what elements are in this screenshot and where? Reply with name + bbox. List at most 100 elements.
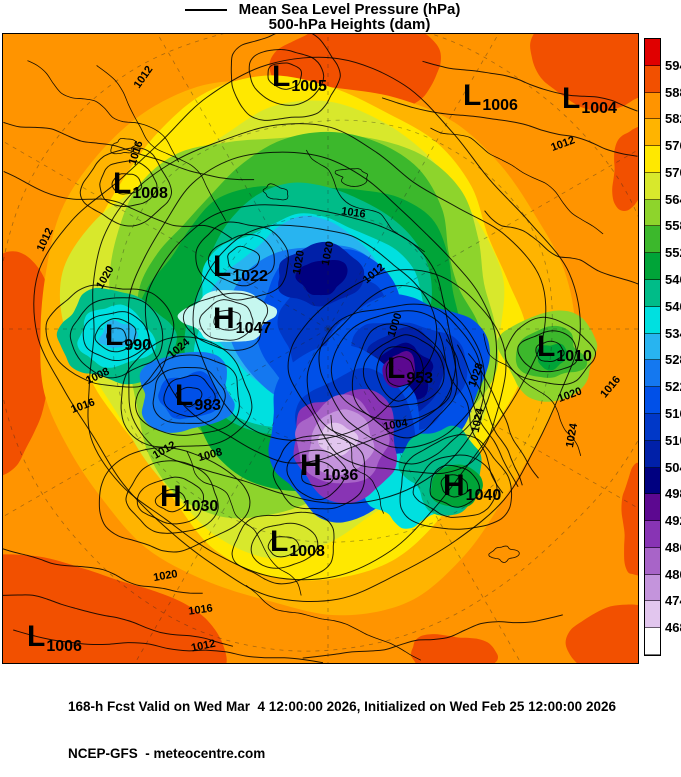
isobar-contour bbox=[445, 339, 519, 488]
isobar-contour bbox=[213, 309, 241, 331]
chart-title: Mean Sea Level Pressure (hPa) 500-hPa He… bbox=[0, 2, 645, 32]
coastline bbox=[245, 584, 422, 661]
isobar-contour bbox=[33, 56, 581, 602]
colorbar-swatch bbox=[645, 601, 660, 629]
isobar-contour bbox=[106, 327, 127, 345]
pressure-center-l-990: L 990 bbox=[105, 321, 151, 354]
isobar-contour bbox=[82, 311, 150, 362]
isobar-value-label: 1024 bbox=[470, 406, 487, 433]
pressure-value: 990 bbox=[124, 337, 152, 354]
colorbar-swatches bbox=[644, 38, 661, 656]
colorbar-tick-label: 546 bbox=[665, 272, 681, 288]
isobar-contour bbox=[504, 316, 597, 386]
colorbar-swatch bbox=[645, 467, 660, 495]
isobar-contour bbox=[94, 317, 137, 353]
isobar-contour bbox=[267, 536, 300, 558]
colorbar-swatch bbox=[645, 65, 660, 93]
colorbar-tick-label: 504 bbox=[665, 459, 681, 475]
isobar-value-label: 1012 bbox=[549, 134, 576, 154]
isobar-contour bbox=[429, 464, 480, 508]
title-line-1: Mean Sea Level Pressure (hPa) bbox=[0, 2, 645, 17]
colorbar-tick-label: 492 bbox=[665, 513, 681, 529]
height-colorbar: 594 588 582 576 570 564 558 552 546 540 534 528 522 5… bbox=[644, 38, 681, 656]
isobar-value-label: 1020 bbox=[291, 249, 307, 275]
isobar-contour bbox=[87, 123, 547, 581]
isobar-contour bbox=[517, 330, 579, 373]
colorbar-swatch bbox=[645, 494, 660, 522]
pressure-center-l-983: L 983 bbox=[175, 381, 221, 414]
isobar-contour bbox=[399, 434, 513, 530]
title-line-2: 500-hPa Heights (dam) bbox=[0, 17, 645, 32]
isobar-contour bbox=[3, 170, 233, 239]
colorbar-tick-label: 534 bbox=[665, 325, 681, 341]
isobar-contour bbox=[302, 614, 563, 659]
isobar-value-label: 1016 bbox=[340, 205, 366, 220]
pressure-letter: L bbox=[463, 79, 482, 112]
colorbar-tick-label: 474 bbox=[665, 593, 681, 609]
isobar-contour bbox=[438, 332, 504, 494]
colorbar-swatch bbox=[645, 172, 660, 200]
colorbar-tick-label: 468 bbox=[665, 620, 681, 636]
isobar-contour bbox=[154, 488, 187, 513]
pressure-letter: L bbox=[387, 352, 406, 385]
isobar-contour bbox=[144, 204, 457, 464]
pressure-letter: L bbox=[213, 250, 232, 283]
isobar-contour bbox=[248, 48, 325, 106]
isobar-contour bbox=[230, 34, 341, 121]
coastline-island bbox=[262, 183, 289, 201]
colorbar-tick-label: 516 bbox=[665, 405, 681, 421]
isobar-contour bbox=[3, 121, 255, 181]
colorbar-swatch bbox=[645, 92, 660, 120]
isobar-contour bbox=[422, 60, 638, 112]
colorbar-tick-label: 570 bbox=[665, 164, 681, 180]
colorbar-swatch bbox=[645, 440, 660, 468]
colorbar-swatch bbox=[645, 119, 660, 147]
pressure-letter: L bbox=[562, 82, 581, 115]
isobar-contour bbox=[195, 221, 289, 301]
isobar-contour bbox=[330, 310, 458, 439]
isobar-contour bbox=[362, 334, 445, 408]
forecast-caption: 168-h Fcst Valid on Wed Mar 4 12:00:00 2… bbox=[68, 668, 616, 777]
colorbar-swatch bbox=[645, 521, 660, 548]
pressure-center-l-953: L 953 bbox=[387, 352, 433, 387]
coastline bbox=[483, 333, 582, 457]
coastline-island bbox=[488, 545, 520, 563]
colorbar-swatch bbox=[645, 360, 660, 388]
pressure-center-l-1004: L 1004 bbox=[562, 82, 617, 117]
coastline bbox=[430, 127, 604, 235]
isobar-contour bbox=[69, 297, 164, 379]
colorbar-swatch bbox=[645, 146, 660, 173]
colorbar-swatch bbox=[645, 280, 660, 307]
isobar-contour bbox=[484, 210, 638, 285]
isobar-contour bbox=[381, 97, 638, 157]
isobar-contour bbox=[3, 548, 203, 594]
isobar-contour bbox=[127, 151, 497, 505]
isobar-contour bbox=[250, 522, 319, 569]
colorbar-swatch bbox=[645, 333, 660, 361]
height-band bbox=[621, 462, 638, 576]
colorbar-tick-label: 576 bbox=[665, 138, 681, 154]
pressure-value: 1040 bbox=[465, 487, 502, 504]
pressure-letter: L bbox=[272, 60, 291, 93]
isobar-contour bbox=[192, 224, 438, 442]
height-band bbox=[411, 634, 498, 663]
pressure-center-l-1006: L 1006 bbox=[463, 79, 518, 114]
pressure-value: 1006 bbox=[482, 97, 518, 114]
isobar-contour bbox=[111, 173, 143, 195]
isobar-contour bbox=[318, 303, 482, 449]
isobar-contour bbox=[99, 160, 158, 208]
pressure-value: 1030 bbox=[182, 498, 219, 515]
pressure-letter: H bbox=[160, 480, 182, 513]
pressure-center-h-1040: H 1040 bbox=[443, 471, 501, 504]
colorbar-tick-label: 486 bbox=[665, 539, 681, 555]
caption-line-2: NCEP-GFS - meteocentre.com bbox=[68, 745, 266, 761]
isobar-contour bbox=[231, 511, 335, 585]
colorbar-tick-label: 552 bbox=[665, 245, 681, 261]
pressure-letter: L bbox=[27, 620, 46, 653]
colorbar-swatch bbox=[645, 226, 660, 254]
colorbar-tick-label: 564 bbox=[665, 191, 681, 207]
isobar-contour bbox=[13, 629, 324, 663]
pressure-center-l-1008: L 1008 bbox=[113, 169, 168, 202]
coastline bbox=[96, 65, 227, 222]
